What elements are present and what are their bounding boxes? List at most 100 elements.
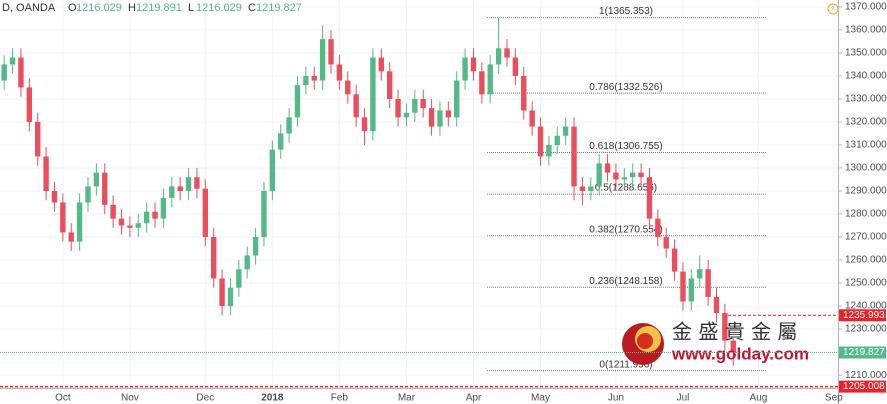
candle-body bbox=[244, 255, 250, 270]
candle-body bbox=[102, 172, 108, 205]
candle-body bbox=[127, 225, 133, 228]
candle-body bbox=[278, 133, 284, 150]
candle-body bbox=[378, 57, 384, 72]
candle-body bbox=[286, 117, 292, 134]
price-tag bbox=[839, 309, 886, 322]
y-tick-label: 1310.000 bbox=[845, 140, 887, 151]
candle-body bbox=[638, 172, 644, 178]
candle-body bbox=[311, 75, 317, 81]
candle-body bbox=[512, 57, 519, 76]
candle-body bbox=[646, 177, 653, 219]
candle-body bbox=[353, 94, 359, 118]
candle-body bbox=[420, 98, 426, 109]
candle-body bbox=[345, 80, 351, 95]
fib-label: 0(1211.956) bbox=[599, 359, 652, 370]
ohlc-value: 1219.891 bbox=[136, 2, 182, 14]
candle-body bbox=[370, 57, 376, 132]
candle-body bbox=[479, 71, 485, 95]
x-tick-label: Oct bbox=[55, 393, 71, 404]
candle-body bbox=[495, 48, 502, 65]
candle-body bbox=[194, 177, 200, 189]
candle-body bbox=[336, 64, 343, 81]
candle-body bbox=[294, 85, 301, 118]
candle-body bbox=[219, 278, 225, 307]
y-tick-label: 1350.000 bbox=[845, 48, 887, 59]
candle-body bbox=[470, 57, 477, 72]
candle-body bbox=[202, 188, 208, 238]
y-tick-label: 1330.000 bbox=[845, 94, 887, 105]
logo-url: www.golday.com bbox=[671, 344, 809, 363]
logo-name: 金 盛 貴 金 屬 bbox=[672, 320, 797, 344]
candle-body bbox=[596, 163, 602, 187]
x-tick-label: Sep bbox=[825, 393, 843, 404]
candle-body bbox=[588, 186, 594, 192]
candle-body bbox=[118, 218, 125, 226]
y-tick-label: 1250.000 bbox=[845, 278, 887, 289]
candle-body bbox=[386, 71, 393, 99]
fib-label: 1(1365.353) bbox=[599, 6, 653, 17]
price-tag-label: 1219.827 bbox=[843, 347, 885, 358]
candle-body bbox=[43, 156, 49, 192]
candle-body bbox=[730, 340, 736, 353]
candle-body bbox=[663, 237, 669, 249]
ohlc-value: 1216.029 bbox=[76, 2, 122, 14]
candle-body bbox=[1, 64, 7, 81]
candle-body bbox=[169, 186, 175, 198]
ohlc-value: 1219.827 bbox=[256, 2, 302, 14]
y-tick-label: 1370.000 bbox=[845, 2, 887, 13]
y-tick-label: 1360.000 bbox=[845, 25, 887, 36]
candle-body bbox=[26, 87, 33, 122]
candle-body bbox=[562, 126, 569, 136]
candle-body bbox=[546, 144, 552, 157]
x-tick-label: Feb bbox=[331, 393, 349, 404]
candle-body bbox=[85, 186, 91, 203]
candle-body bbox=[571, 126, 577, 187]
ohlc-key: C bbox=[248, 2, 256, 14]
fib-label: 0.5(1288.656) bbox=[595, 183, 657, 194]
x-tick-label: Apr bbox=[466, 393, 482, 404]
fib-label: 0.382(1270.554) bbox=[589, 224, 662, 235]
y-tick-label: 1300.000 bbox=[845, 163, 887, 174]
candle-body bbox=[445, 110, 452, 118]
x-tick-label: Aug bbox=[749, 393, 767, 404]
ohlc-value: 1216.029 bbox=[196, 2, 242, 14]
ohlc-key: L bbox=[188, 2, 194, 14]
y-tick-label: 1230.000 bbox=[845, 324, 887, 335]
price-tag bbox=[839, 380, 886, 393]
candle-body bbox=[227, 287, 234, 307]
price-tag-label: 1205.008 bbox=[843, 381, 885, 392]
candle-body bbox=[395, 98, 401, 118]
candle-body bbox=[51, 191, 58, 203]
candle-body bbox=[613, 172, 619, 180]
x-tick-label: Mar bbox=[398, 393, 416, 404]
x-tick-label: Jun bbox=[608, 393, 624, 404]
candle-body bbox=[361, 117, 368, 132]
candle-body bbox=[403, 112, 410, 118]
y-tick-label: 1320.000 bbox=[845, 117, 887, 128]
candle-body bbox=[697, 269, 703, 279]
candle-body bbox=[76, 202, 83, 242]
candle-body bbox=[428, 108, 435, 127]
plot-area: 1(1365.353) 0.786(1332.526) 0.618(1306.755… bbox=[0, 0, 838, 388]
candle-body bbox=[521, 75, 527, 111]
candle-body bbox=[713, 296, 720, 313]
candle-body bbox=[437, 110, 443, 127]
candle-body bbox=[705, 269, 711, 297]
candle-body bbox=[9, 57, 16, 65]
candle-body bbox=[688, 278, 695, 302]
candle-body bbox=[621, 177, 627, 180]
candle-body bbox=[319, 39, 326, 81]
logo: 金 盛 貴 金 屬 www.golday.com bbox=[622, 320, 809, 365]
candle-body bbox=[68, 232, 74, 242]
ohlc-key: H bbox=[128, 2, 136, 14]
candle-body bbox=[185, 177, 192, 192]
candle-body bbox=[93, 172, 100, 187]
candle-body bbox=[143, 211, 150, 224]
candle-body bbox=[110, 204, 116, 219]
candle-body bbox=[135, 223, 141, 228]
candle-body bbox=[412, 98, 418, 113]
candle-body bbox=[487, 64, 493, 95]
y-tick-label: 1340.000 bbox=[845, 71, 887, 82]
candle-body bbox=[680, 271, 686, 302]
candle-body bbox=[554, 135, 560, 145]
